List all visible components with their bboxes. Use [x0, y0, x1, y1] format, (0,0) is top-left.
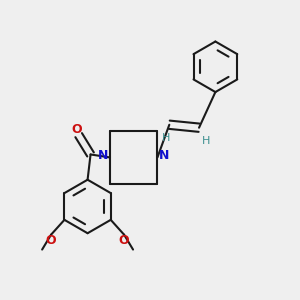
- Text: N: N: [98, 149, 109, 162]
- Text: O: O: [72, 123, 83, 136]
- Text: O: O: [119, 234, 129, 247]
- Text: N: N: [159, 149, 169, 162]
- Text: O: O: [46, 234, 56, 247]
- Text: H: H: [202, 136, 211, 146]
- Text: H: H: [162, 133, 170, 143]
